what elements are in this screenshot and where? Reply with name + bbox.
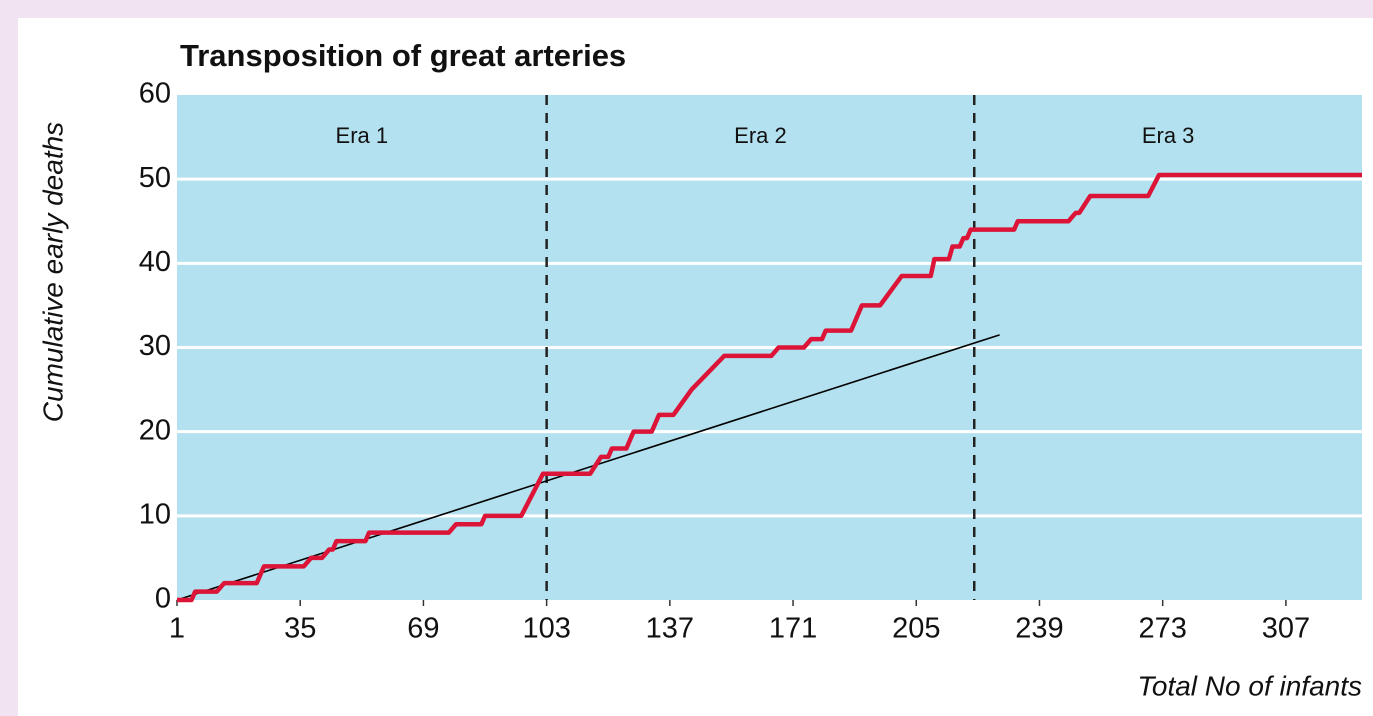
y-tick-label: 30 bbox=[139, 330, 171, 362]
x-tick-label: 1 bbox=[169, 613, 185, 645]
y-tick-label: 20 bbox=[139, 414, 171, 446]
x-tick-label: 103 bbox=[522, 613, 570, 645]
x-tick-label: 137 bbox=[646, 613, 694, 645]
era-label: Era 1 bbox=[336, 123, 389, 148]
chart-title: Transposition of great arteries bbox=[180, 38, 626, 73]
x-tick-label: 35 bbox=[284, 613, 316, 645]
y-axis-label: Cumulative early deaths bbox=[37, 122, 68, 422]
era-label: Era 3 bbox=[1142, 123, 1195, 148]
x-tick-label: 205 bbox=[892, 613, 940, 645]
x-tick-label: 239 bbox=[1015, 613, 1063, 645]
data-line bbox=[177, 172, 1362, 603]
y-tick-label: 40 bbox=[139, 246, 171, 278]
x-tick-label: 307 bbox=[1262, 613, 1310, 645]
x-tick-label: 171 bbox=[769, 613, 817, 645]
y-tick-label: 0 bbox=[155, 583, 171, 615]
y-tick-label: 10 bbox=[139, 498, 171, 530]
y-tick-label: 50 bbox=[139, 162, 171, 194]
x-tick-label: 69 bbox=[407, 613, 439, 645]
y-tick-label: 60 bbox=[139, 78, 171, 110]
x-axis-label: Total No of infants bbox=[1137, 670, 1362, 701]
era-label: Era 2 bbox=[734, 123, 787, 148]
x-tick-label: 273 bbox=[1138, 613, 1186, 645]
